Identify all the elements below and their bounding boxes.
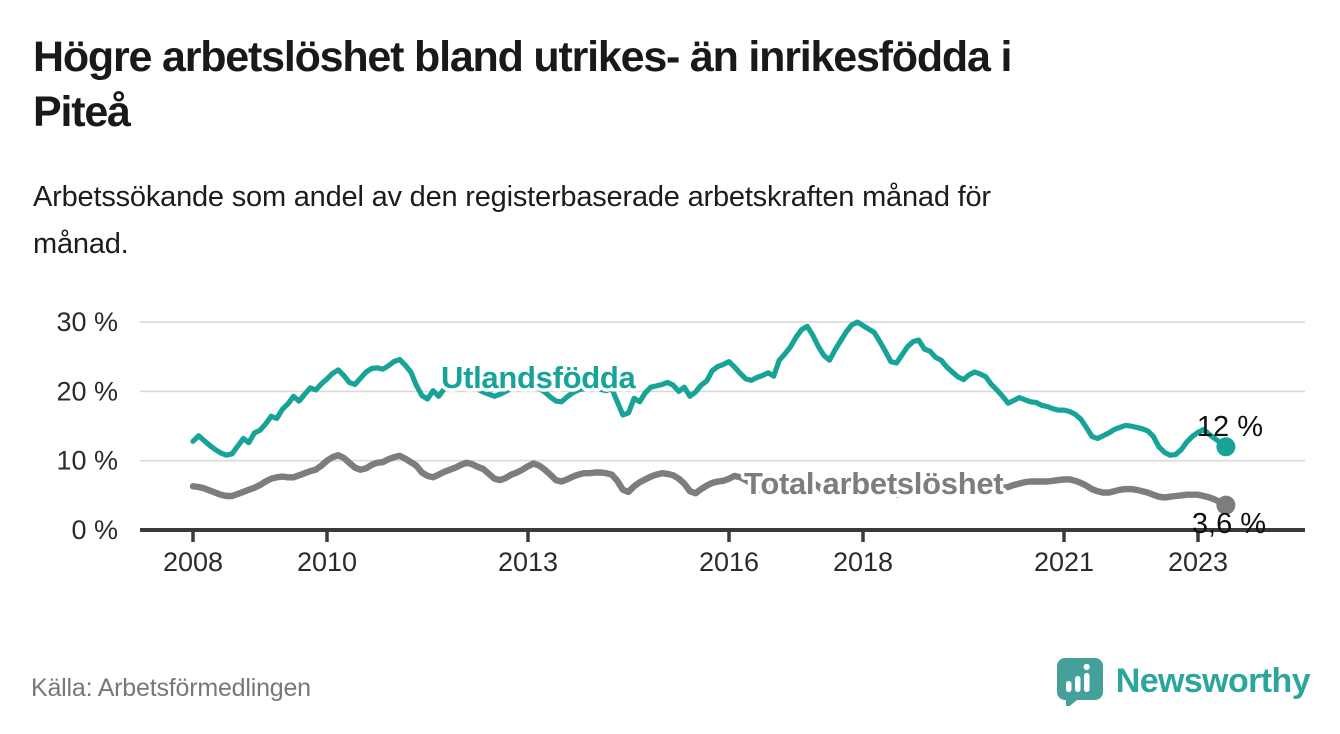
x-tick-label: 2008 bbox=[163, 547, 223, 577]
x-tick-label: 2018 bbox=[833, 547, 893, 577]
page-title-line-2: Piteå bbox=[33, 88, 131, 136]
x-tick-label: 2010 bbox=[297, 547, 357, 577]
x-tick-label: 2023 bbox=[1168, 547, 1228, 577]
y-tick-label: 0 % bbox=[71, 515, 118, 545]
series-line-1 bbox=[189, 452, 1230, 509]
newsworthy-logo-icon bbox=[1056, 658, 1103, 706]
series-label-1: Total arbetslöshet bbox=[744, 466, 1003, 501]
logo-dot-icon bbox=[1083, 663, 1090, 671]
end-value-label: 12 % bbox=[1197, 411, 1263, 443]
end-value-label: 3,6 % bbox=[1192, 508, 1266, 540]
chart-subtitle-line-1: Arbetssökande som andel av den registerb… bbox=[33, 181, 991, 213]
chart-header: Högre arbetslöshet bland utrikes- än inr… bbox=[33, 30, 1310, 268]
line-chart-svg: 0 % 10 % 20 % 30 % 2008 2010 2013 2016 2018 2021 2… bbox=[56, 307, 1305, 577]
newsworthy-brand: Newsworthy bbox=[1055, 656, 1311, 706]
x-tick-label: 2021 bbox=[1034, 547, 1094, 577]
y-tick-label: 10 % bbox=[56, 446, 118, 476]
y-tick-label: 20 % bbox=[56, 376, 118, 406]
newsworthy-wordmark: Newsworthy bbox=[1115, 661, 1311, 700]
end-dot-0 bbox=[1216, 437, 1236, 457]
x-tick-label: 2013 bbox=[498, 547, 558, 577]
series-label-0: Utlandsfödda bbox=[441, 360, 637, 395]
source-note: Källa: Arbetsförmedlingen bbox=[31, 674, 311, 702]
chart-subtitle-line-2: månad. bbox=[33, 228, 129, 260]
y-tick-label: 30 % bbox=[56, 307, 118, 337]
chart-subtitle: Arbetssökande som andel av den registerb… bbox=[33, 174, 1310, 268]
end-dot-1 bbox=[1216, 495, 1236, 515]
series-line-0 bbox=[190, 319, 1229, 458]
logo-bar-icon bbox=[1074, 676, 1081, 692]
line-chart: 0 % 10 % 20 % 30 % 2008 2010 2013 2016 2018 2021 2… bbox=[0, 290, 1340, 600]
page-title-line-1: Högre arbetslöshet bland utrikes- än inr… bbox=[33, 33, 1012, 81]
page-title: Högre arbetslöshet bland utrikes- än inr… bbox=[33, 30, 1310, 140]
logo-bar-icon bbox=[1065, 681, 1072, 692]
x-tick-label: 2016 bbox=[699, 547, 759, 577]
logo-bar-icon bbox=[1083, 673, 1090, 692]
